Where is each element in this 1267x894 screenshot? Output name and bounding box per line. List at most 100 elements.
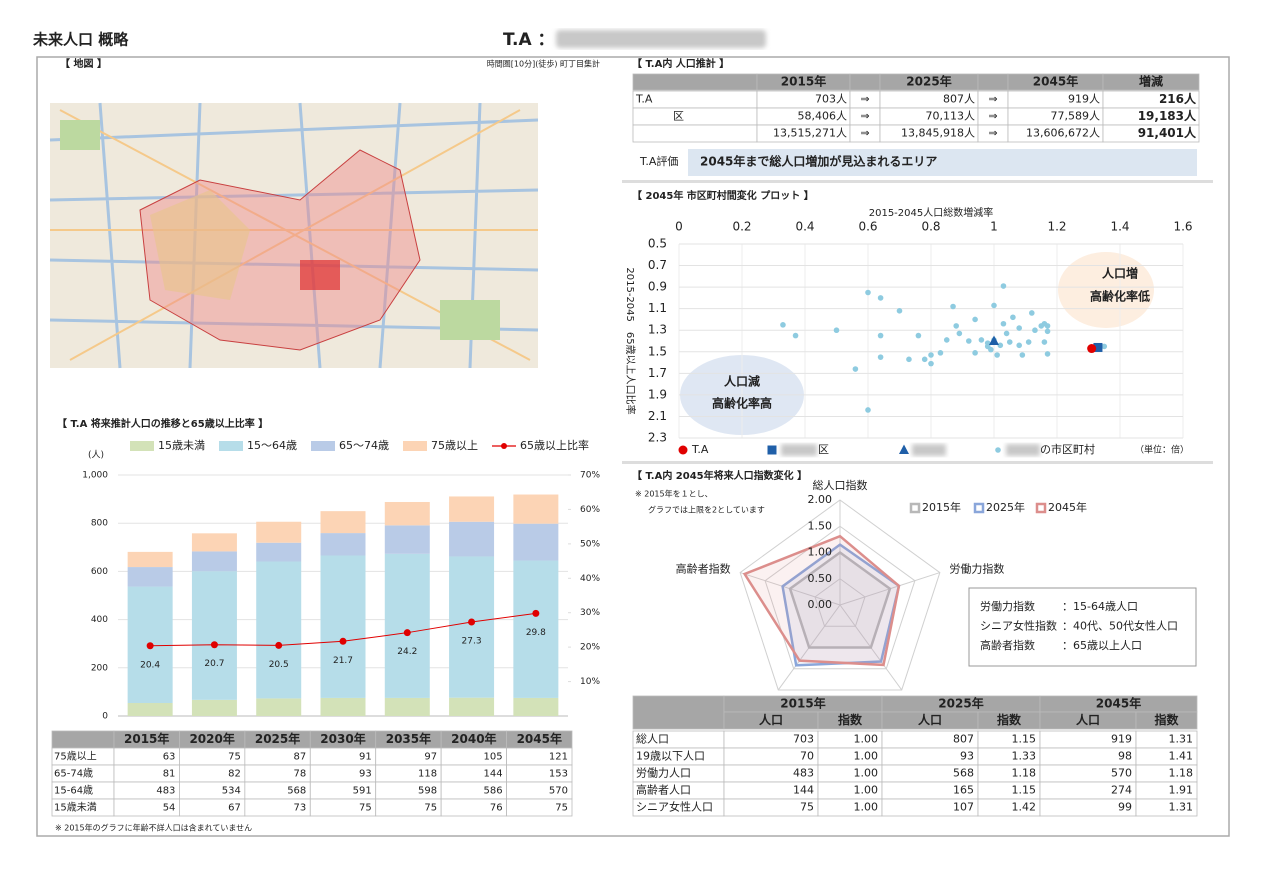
table-value: 1.31: [1169, 733, 1194, 746]
radial-tick-label: 1.00: [808, 546, 833, 559]
table-cell: [1135, 798, 1198, 817]
table-value: 1.15: [1012, 733, 1037, 746]
table-value: 1.00: [854, 801, 879, 814]
scatter-point: [1025, 339, 1032, 345]
y2-tick-label: 50%: [580, 539, 600, 549]
line-point: [468, 618, 476, 626]
map-title: 【 地図 】: [60, 57, 107, 70]
table-value: 1.00: [854, 767, 879, 780]
legend-swatch: [130, 441, 154, 451]
scatter-point: [989, 335, 999, 345]
scatter-point: [972, 350, 978, 356]
arrow: ⇒: [860, 93, 869, 106]
bar-segment: [191, 699, 237, 716]
y-axis-label: 2015-2045 65歳以上人口比率: [624, 267, 637, 414]
bar-segment: [320, 533, 366, 556]
legend-marker: [899, 444, 909, 454]
scatter-point: [928, 352, 934, 358]
table-cell: [1102, 73, 1200, 91]
scatter-point: [997, 342, 1004, 349]
scatter-point: [833, 327, 840, 334]
column-header: 2025年: [906, 74, 951, 89]
frame: [36, 56, 1230, 837]
table-value: 58,406人: [798, 110, 848, 123]
legend-label: 2045年: [1048, 500, 1087, 514]
table-value: 70,113人: [926, 110, 976, 123]
radar-ring: [814, 578, 866, 627]
table-value: 483: [156, 786, 175, 797]
legend-marker: [678, 445, 688, 455]
table-value: 703人: [815, 93, 847, 106]
table-value: 1.18: [1169, 767, 1194, 780]
table-value: 75: [228, 752, 241, 763]
bar-segment: [256, 698, 302, 716]
table-value: 165: [953, 784, 974, 797]
table-value: 703: [793, 733, 814, 746]
subcolumn-header: 指数: [1154, 712, 1179, 727]
arrow: ⇒: [860, 127, 869, 140]
table-value: 807人: [943, 93, 975, 106]
table-value: 1.33: [1012, 750, 1037, 763]
legend-label: 75歳以上: [431, 439, 478, 452]
scatter-point: [943, 337, 950, 343]
axis-label: 高齢者指数: [676, 561, 731, 575]
radial-tick-label: 0.00: [808, 598, 833, 611]
y-tick-label: 1.1: [648, 301, 667, 315]
table-value: 568: [287, 786, 306, 797]
table-cell: [632, 107, 758, 126]
y-tick-label: 1.9: [648, 387, 667, 401]
table-value: 586: [483, 786, 502, 797]
scatter-point: [994, 352, 1000, 358]
legend-label: 区: [818, 443, 829, 456]
arrow: ⇒: [988, 93, 997, 106]
chart-note: ※ 2015年を１とし、: [635, 489, 713, 499]
evaluation-text: 2045年まで総人口増加が見込まれるエリア: [700, 154, 937, 169]
legend-swatch: [403, 441, 427, 451]
scatter-point: [1044, 323, 1051, 329]
bar-segment: [513, 697, 559, 716]
radar-ring: [739, 499, 941, 691]
table-value: 99: [1118, 801, 1132, 814]
legend-label: 15歳未満: [158, 439, 205, 452]
data-label: 27.3: [462, 637, 482, 647]
scatter-point: [877, 332, 884, 339]
table-value: 807: [953, 733, 974, 746]
column-header: 2025年: [938, 696, 983, 711]
y-tick-label: 800: [91, 519, 108, 529]
page-title: 未来人口 概略: [32, 31, 129, 49]
scatter-point: [865, 289, 871, 296]
scatter-point: [991, 302, 997, 309]
data-label: 21.7: [333, 656, 353, 666]
table-value: 121: [549, 752, 568, 763]
data-label: 29.8: [526, 628, 546, 638]
scatter-point: [877, 354, 884, 360]
x-tick-label: 1.2: [1047, 220, 1066, 234]
legend-label: の市区町村: [1040, 442, 1095, 456]
axis-label: 労働力指数: [949, 561, 1004, 575]
definition-term: 労働力指数: [980, 599, 1035, 613]
bar-segment: [449, 697, 495, 716]
scatter-point: [792, 332, 799, 339]
table-value: 144: [483, 769, 502, 780]
scatter-point: [984, 340, 991, 346]
unit-label: （単位：倍）: [1135, 444, 1189, 456]
scatter-point: [1016, 325, 1022, 331]
y-tick-label: 0.7: [648, 258, 667, 272]
table-value: 78: [294, 769, 307, 780]
map-note: 時間圏[10分](徒歩) 町丁目集計: [487, 59, 600, 69]
legend-swatch: [973, 502, 985, 514]
subcolumn-header: 指数: [838, 712, 863, 727]
table-value: 93: [960, 750, 974, 763]
table-value: 75: [555, 803, 568, 814]
arrow: ⇒: [988, 127, 997, 140]
blurred-name: [556, 30, 766, 48]
row-label: 65-74歳: [54, 768, 93, 780]
scatter-point: [780, 322, 786, 328]
scatter-point: [956, 330, 963, 337]
table-value: 1.00: [854, 784, 879, 797]
column-header: 2015年: [781, 74, 826, 89]
bar-segment: [384, 697, 430, 716]
scatter-point: [1101, 343, 1108, 350]
scatter-point: [1029, 310, 1035, 316]
bar-segment: [256, 521, 302, 543]
